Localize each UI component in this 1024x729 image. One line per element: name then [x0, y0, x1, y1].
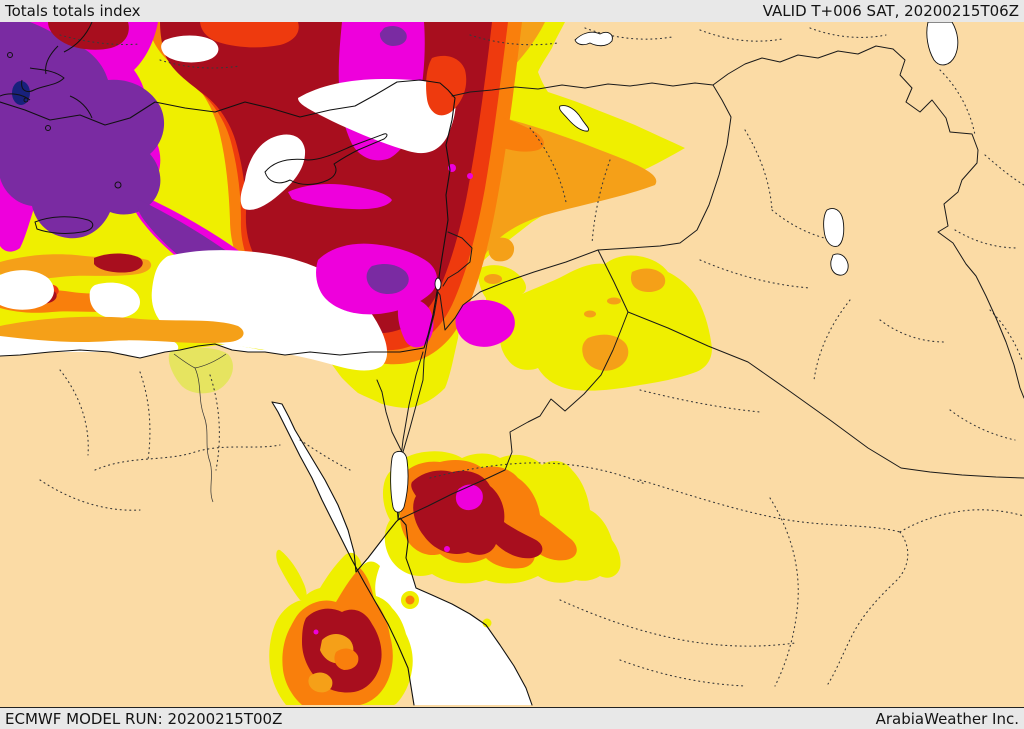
coastlines: [0, 22, 533, 706]
weather-map: [0, 22, 1024, 707]
nile-delta-branch-east: [194, 353, 227, 369]
border-jordan-valley: [402, 291, 439, 453]
lake-razazah: [830, 253, 849, 276]
border-iran: [892, 48, 1024, 399]
rivers: [173, 353, 227, 503]
contour-level-navy: [12, 81, 30, 105]
valid-time-label: VALID T+006 SAT, 20200215T06Z: [762, 2, 1019, 20]
purple-south-cyprus-core: [366, 264, 409, 294]
lake-ataturk: [574, 31, 613, 47]
border-syria-iraq: [597, 84, 732, 251]
darkred-aqaba-core: [411, 470, 543, 559]
magenta-south-dot: [313, 629, 319, 635]
gold-jordan-core-d: [607, 297, 621, 305]
magenta-dot-b: [467, 173, 473, 179]
border-saudi-iraq: [627, 311, 1024, 479]
magenta-north-cyprus-band: [288, 184, 392, 210]
yellow-coast-strip: [276, 549, 307, 601]
crete-outline: [34, 216, 94, 234]
border-turkey-syria: [451, 45, 894, 97]
red-sea-coastline: [271, 401, 533, 706]
border-south-deadsea: [397, 512, 400, 521]
contour-accents: [0, 22, 515, 693]
vermillion-top-core: [200, 22, 299, 48]
darkred-sw-streak: [94, 253, 143, 273]
rhodes-island: [114, 181, 122, 189]
magenta-aqaba-core: [455, 484, 483, 511]
yellow-saudi-coast-dot: [482, 618, 492, 628]
orange-sea-dot-core: [405, 595, 415, 605]
nile-river: [194, 367, 214, 503]
border-israel-syria: [437, 291, 456, 331]
white-ne-mediterranean: [298, 79, 456, 154]
white-sw-b: [89, 282, 140, 319]
magenta-coastal-hook: [397, 298, 434, 348]
cyprus-outline: [264, 133, 388, 185]
white-west-of-cyprus: [240, 134, 306, 210]
gold-jordan-core-c: [584, 310, 596, 318]
aegean-island-a: [7, 52, 13, 58]
magenta-east-patch: [455, 299, 515, 347]
border-jordan-iraq: [597, 249, 629, 313]
country-borders: [376, 45, 1024, 521]
aegean-island-b: [23, 97, 29, 103]
border-lebanon: [442, 231, 473, 287]
magenta-aqaba-dot: [444, 546, 450, 552]
navy-core: [12, 81, 30, 105]
lakes: [390, 22, 959, 513]
border-jordan-saudi: [397, 311, 629, 521]
dead-sea: [390, 450, 409, 513]
purple-column-spot: [379, 25, 407, 46]
lake-tharthar: [823, 208, 845, 247]
model-run-label: ECMWF MODEL RUN: 20200215T00Z: [5, 709, 283, 728]
footer-bar: ECMWF MODEL RUN: 20200215T00Z ArabiaWeat…: [0, 707, 1024, 729]
page-title: Totals totals index: [5, 2, 141, 20]
border-syria-jordan: [454, 249, 599, 319]
white-sw-a: [0, 270, 54, 310]
admin-boundaries: [39, 27, 1024, 687]
orange-south-core: [334, 648, 359, 670]
mediterranean-coastline: [0, 79, 456, 359]
map-area: [0, 22, 1024, 707]
header-bar: Totals totals index VALID T+006 SAT, 202…: [0, 0, 1024, 22]
gold-jordan-core-e: [484, 274, 502, 284]
gold-coast-strip: [0, 316, 244, 344]
gold-gap-dot: [488, 237, 515, 262]
gold-jordan-core-a: [630, 268, 666, 292]
aegean-island-c: [45, 125, 51, 131]
contour-overlay: [0, 22, 712, 705]
darkred-top-west-patch: [48, 22, 129, 50]
lake-assad: [559, 105, 589, 132]
brand-label: ArabiaWeather Inc.: [875, 709, 1019, 728]
purple-west-mass: [0, 22, 165, 239]
gold-jordan-core-b: [582, 334, 629, 371]
vermillion-east-streak: [426, 55, 467, 116]
nile-delta-wash: [168, 347, 233, 394]
sea-of-galilee: [434, 277, 442, 291]
border-west-bank: [376, 379, 403, 453]
aegean-coast-squiggles: [0, 22, 93, 119]
white-central-turkey: [161, 35, 219, 63]
nile-delta-branch-west: [173, 353, 196, 369]
gold-south-core-b: [308, 672, 333, 693]
lake-urmia: [926, 22, 959, 66]
